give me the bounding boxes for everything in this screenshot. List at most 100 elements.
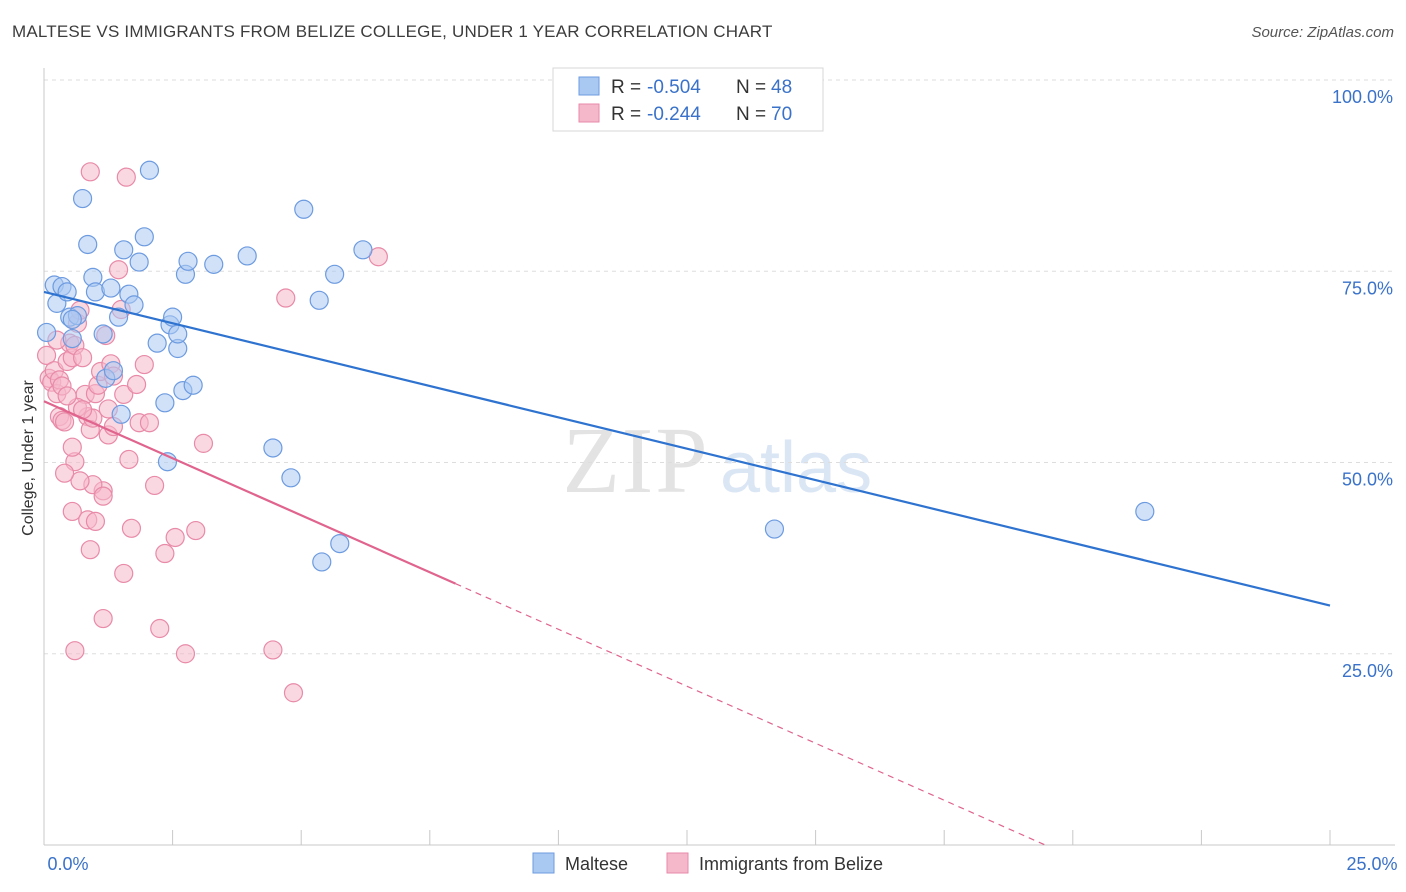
maltese-point-40: [111, 404, 131, 424]
belize-n-value: 70: [771, 104, 792, 125]
maltese-point-14: [101, 278, 121, 298]
maltese-point-34: [281, 468, 301, 488]
maltese-point-19: [129, 252, 149, 272]
svg-text:R = -0.504 N =: R = -0.504 N = 48: [611, 77, 792, 98]
maltese-point-35: [294, 199, 314, 219]
belize-point-33: [119, 449, 139, 470]
belize-point-53: [93, 486, 113, 506]
maltese-point-38: [330, 533, 350, 554]
belize-r-value: -0.244: [647, 104, 701, 125]
chart-title: MALTESE VS IMMIGRANTS FROM BELIZE COLLEG…: [12, 22, 773, 41]
maltese-point-43: [62, 309, 82, 330]
belize-point-59: [283, 683, 304, 703]
belize-point-35: [126, 374, 147, 395]
belize-point-67: [85, 511, 106, 532]
maltese-r-value: -0.504: [647, 77, 701, 98]
belize-point-63: [70, 471, 90, 491]
maltese-point-12: [93, 324, 113, 344]
y-tick-label-100: 100.0%: [1332, 87, 1393, 107]
belize-trend-dashed: [455, 583, 1046, 846]
x-tick-label-max: 25.0%: [1346, 854, 1397, 874]
maltese-trend-solid: [43, 290, 1331, 607]
y-tick-label-50: 50.0%: [1342, 470, 1393, 490]
belize-point-34: [121, 518, 142, 538]
stats-legend-box: R = -0.504 N = 48 R = -0.244 N = 70: [552, 67, 824, 132]
maltese-point-0: [36, 322, 57, 343]
maltese-point-30: [183, 375, 203, 395]
belize-point-31: [114, 384, 134, 405]
maltese-point-47: [312, 552, 332, 572]
maltese-point-31: [204, 254, 224, 274]
maltese-point-21: [139, 160, 160, 180]
maltese-point-44: [168, 324, 188, 344]
belize-point-58: [263, 640, 283, 660]
belize-point-40: [150, 618, 170, 639]
belize-point-9: [54, 412, 75, 432]
legend-belize-swatch: [666, 852, 689, 874]
belize-point-37: [134, 354, 154, 375]
maltese-point-8: [72, 188, 93, 209]
maltese-point-36: [309, 290, 329, 310]
maltese-point-29: [178, 251, 198, 271]
belize-point-46: [62, 501, 82, 522]
belize-point-49: [65, 641, 85, 661]
watermark-atlas: atlas: [720, 428, 872, 508]
maltese-point-42: [103, 361, 124, 381]
belize-point-43: [175, 644, 196, 664]
y-tick-labels: 25.0% 50.0% 75.0% 100.0%: [1332, 87, 1393, 681]
maltese-point-32: [237, 246, 257, 266]
belize-point-42: [165, 527, 185, 548]
belize-point-44: [186, 520, 206, 541]
maltese-point-15: [108, 307, 129, 327]
x-tick-label-min: 0.0%: [47, 854, 88, 874]
maltese-points: [36, 160, 1155, 572]
legend-belize-label: Immigrants from Belize: [699, 854, 883, 874]
maltese-swatch: [578, 76, 600, 96]
maltese-point-6: [62, 328, 82, 349]
belize-point-66: [54, 463, 75, 483]
legend-maltese-label: Maltese: [565, 854, 628, 874]
maltese-n-value: 48: [771, 77, 792, 98]
y-axis-title: College, Under 1 year: [20, 380, 37, 536]
belize-point-29: [108, 260, 129, 280]
legend-maltese-swatch: [532, 852, 555, 874]
y-tick-label-75: 75.0%: [1342, 278, 1393, 298]
maltese-point-37: [325, 264, 345, 284]
belize-r-label: R =: [611, 104, 646, 125]
maltese-point-20: [134, 227, 154, 247]
belize-point-62: [62, 437, 82, 457]
maltese-point-9: [78, 234, 98, 255]
belize-swatch: [578, 103, 600, 123]
svg-text:R = -0.244 N =: R = -0.244 N = 70: [611, 104, 792, 125]
belize-point-32: [116, 167, 136, 187]
belize-point-56: [80, 162, 100, 182]
maltese-r-label: R =: [611, 77, 646, 98]
maltese-point-22: [147, 333, 167, 353]
belize-point-0: [36, 345, 57, 365]
maltese-point-23: [155, 393, 175, 413]
y-tick-label-25: 25.0%: [1342, 661, 1393, 681]
belize-point-39: [144, 475, 165, 496]
belize-point-16: [72, 348, 93, 368]
maltese-point-33: [263, 438, 283, 458]
belize-point-45: [193, 433, 214, 453]
maltese-point-46: [1135, 501, 1155, 522]
belize-point-41: [155, 543, 175, 564]
trend-lines: [43, 290, 1331, 846]
maltese-n-label: N =: [736, 77, 771, 98]
x-ticks: [172, 830, 1331, 845]
belize-point-57: [276, 288, 296, 308]
belize-n-label: N =: [736, 104, 771, 125]
maltese-point-45: [764, 519, 785, 539]
belize-point-50: [93, 608, 113, 629]
belize-point-61: [57, 386, 77, 406]
belize-point-51: [114, 563, 134, 584]
maltese-point-16: [114, 240, 134, 260]
maltese-point-39: [353, 240, 373, 260]
series-legend: Maltese Immigrants from Belize: [532, 852, 883, 874]
belize-trend-solid: [43, 400, 456, 585]
source-label: Source: ZipAtlas.com: [1251, 24, 1394, 41]
gridlines: [44, 79, 1395, 655]
watermark-zip: ZIP: [563, 409, 710, 513]
